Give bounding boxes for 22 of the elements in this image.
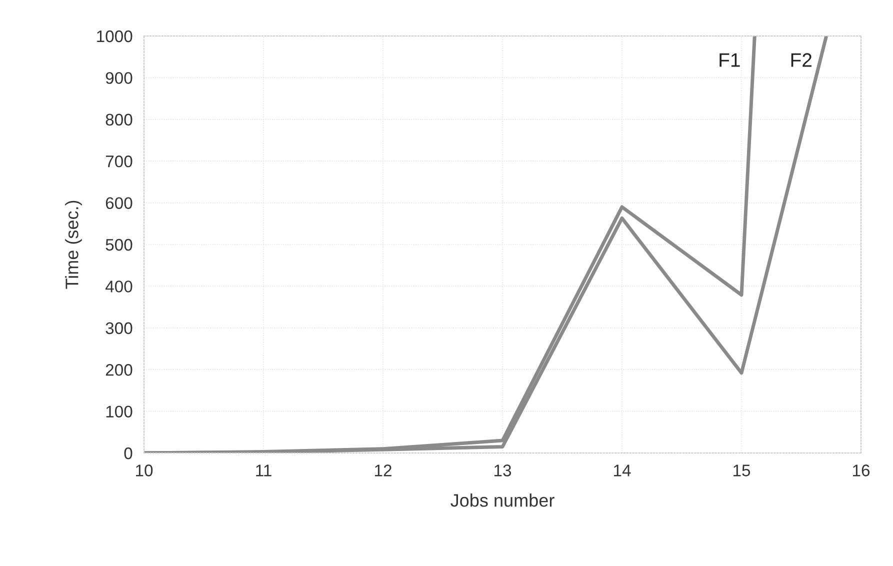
x-tick-label: 10 (136, 464, 153, 476)
y-tick-label: 0 (124, 447, 132, 460)
y-tick-label: 100 (106, 406, 132, 418)
x-tick-label: 11 (256, 464, 272, 476)
y-tick-label: 400 (105, 280, 132, 292)
y-tick-label: 500 (106, 238, 132, 251)
series-label: F1 (720, 53, 740, 67)
y-axis-title: Time (sec.) (65, 200, 82, 289)
x-tick-label: 14 (614, 464, 631, 476)
y-tick-label: 600 (106, 197, 132, 210)
y-tick-label: 200 (106, 364, 132, 376)
y-tick-label: 900 (106, 72, 132, 84)
x-tick-label: 15 (734, 464, 750, 476)
x-tick-label: 12 (375, 464, 392, 476)
y-tick-label: 1000 (97, 30, 132, 42)
y-tick-label: 700 (106, 156, 132, 168)
x-axis-title: Jobs number (450, 494, 554, 507)
series-label: F2 (791, 53, 812, 67)
y-tick-label: 800 (106, 114, 132, 126)
y-tick-label: 300 (106, 322, 132, 334)
x-tick-label: 13 (494, 464, 512, 476)
x-tick-label: 16 (853, 464, 870, 476)
